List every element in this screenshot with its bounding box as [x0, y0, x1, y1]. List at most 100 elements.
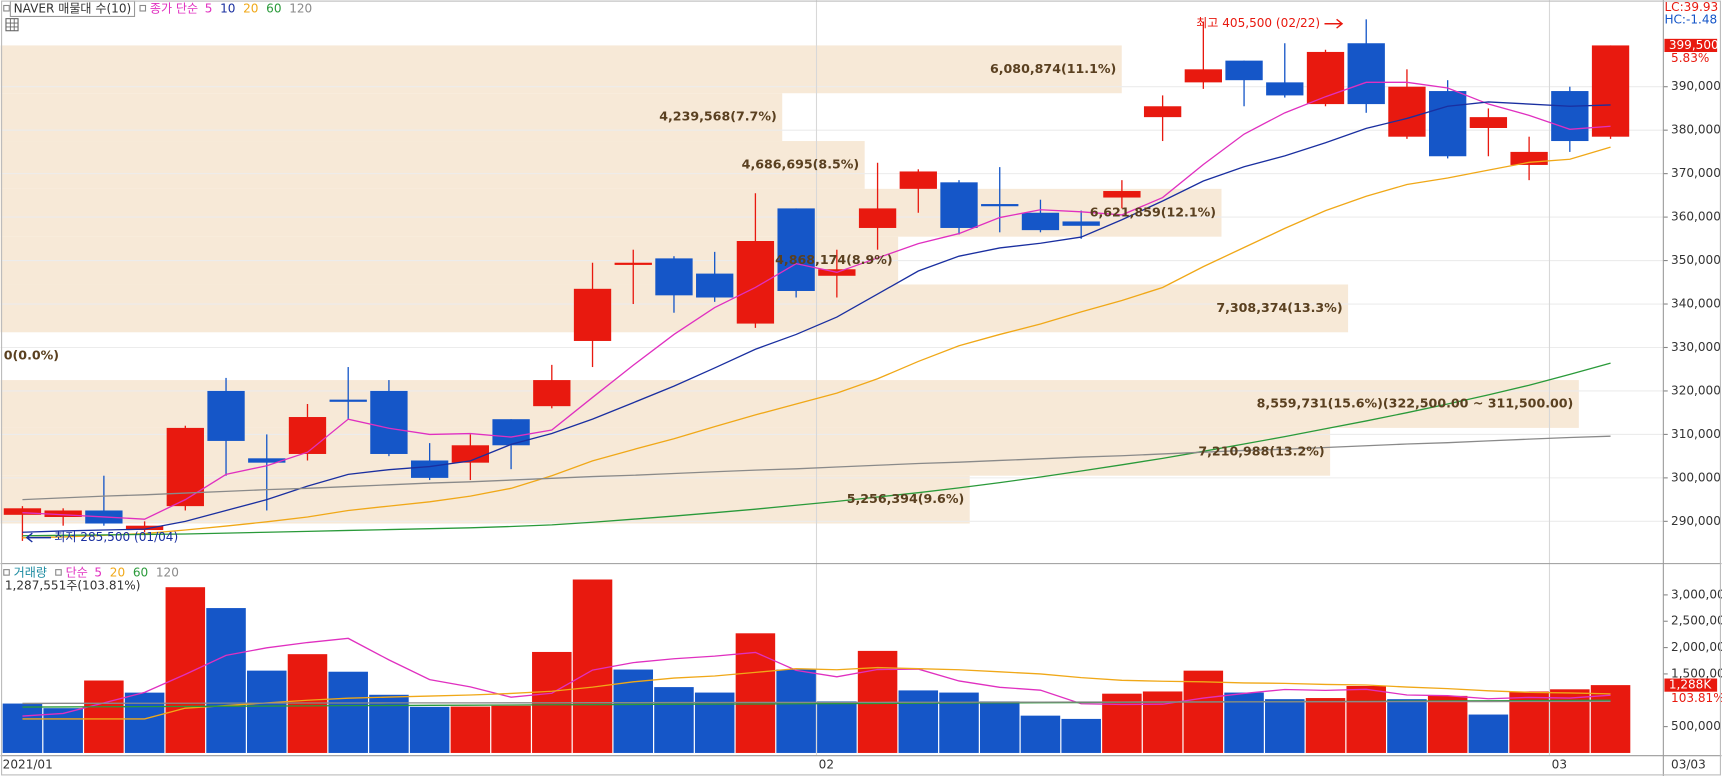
volume-bar — [1183, 670, 1224, 753]
candle-body — [451, 445, 490, 463]
legend-title: 거래량 — [14, 565, 47, 579]
profile-label: 6,080,874(11.1%) — [990, 61, 1116, 76]
volume-bar — [572, 579, 613, 753]
volume-bar — [1020, 715, 1061, 753]
candle-body — [1388, 86, 1426, 137]
y-tick-label: 290,000 — [1671, 514, 1721, 528]
profile-label: 7,308,374(13.3%) — [1216, 300, 1342, 315]
candle-body — [1306, 51, 1345, 105]
profile-label: 0(0.0%) — [4, 348, 59, 363]
candle-body — [207, 390, 245, 441]
profile-label: 4,686,695(8.5%) — [742, 156, 860, 171]
volume-bar — [1142, 691, 1183, 753]
table-icon-grid — [5, 18, 19, 31]
candle-body — [981, 204, 1019, 207]
volume-bar — [776, 669, 816, 753]
low-arrow — [25, 532, 51, 543]
candle-body — [899, 171, 937, 189]
candle-body — [44, 510, 82, 517]
profile-label: 4,239,568(7.7%) — [659, 109, 777, 124]
legend-icon — [139, 4, 147, 12]
volume-bar — [1265, 699, 1305, 753]
y-tick-label: 320,000 — [1671, 383, 1721, 397]
last-price-box — [1664, 38, 1718, 53]
candle-body — [940, 182, 978, 228]
y-tick-label: 500,000 — [1671, 719, 1721, 733]
volume-bar — [450, 706, 491, 753]
candle-body — [248, 458, 286, 463]
legend-entry: 60 — [266, 1, 281, 15]
volume-bar — [1061, 718, 1101, 753]
volume-bar — [409, 706, 450, 753]
y-tick-label: 330,000 — [1671, 340, 1721, 354]
volume-bar — [328, 671, 368, 753]
volume-bar — [979, 701, 1020, 753]
profile-label: 5,256,394(9.6%) — [847, 491, 965, 506]
profile-band — [0, 45, 1122, 94]
legend-title: NAVER 매물대 수(10) — [14, 1, 132, 15]
x-tick-label: 03 — [1552, 758, 1567, 772]
volume-bar — [1102, 693, 1142, 753]
ma-line — [22, 101, 1611, 533]
profile-label: 6,621,859(12.1%) — [1090, 204, 1216, 219]
profile-label: 8,559,731(15.6%)(322,500.00 ~ 311,500.00… — [1257, 395, 1574, 410]
y-tick-label: 340,000 — [1671, 297, 1721, 311]
volume-bar — [1224, 692, 1264, 753]
change-label: 5.83% — [1671, 51, 1709, 65]
candle-body — [3, 508, 42, 515]
candle-body — [410, 460, 449, 478]
legend-entry: 60 — [133, 565, 148, 579]
candle-body — [696, 273, 734, 298]
candle-body — [655, 258, 693, 296]
y-tick-label: 310,000 — [1671, 427, 1721, 441]
volume-info: 1,287,551주(103.81%) — [5, 579, 141, 593]
volume-bar — [165, 587, 206, 753]
candle-body — [288, 417, 327, 454]
y-tick-label: 1,500,000 — [1671, 666, 1722, 680]
volume-bar — [491, 705, 531, 753]
ma-line — [22, 146, 1611, 539]
volume-ratio: 103.81% — [1671, 691, 1722, 705]
legend-entry: 120 — [156, 565, 179, 579]
x-tick-label: 02 — [819, 758, 834, 772]
labels: 6,080,874(11.1%) 4,239,568(7.7%) 4,686,695… — [3, 0, 1722, 771]
candle-body — [1184, 69, 1222, 83]
volume-bar — [206, 608, 246, 753]
candle-body — [370, 390, 408, 454]
y-tick-label: 380,000 — [1671, 123, 1721, 137]
x-tick-label: 2021/01 — [3, 758, 53, 772]
candle-body — [614, 262, 652, 265]
profile-band — [0, 380, 1579, 428]
y-tick-label: 390,000 — [1671, 79, 1721, 93]
legend-entry: 10 — [220, 1, 235, 15]
profile-band — [0, 475, 970, 524]
volume-bar — [1387, 699, 1427, 753]
volume-bar — [1468, 714, 1509, 753]
candle-body — [573, 288, 612, 341]
y-tick-label: 2,500,000 — [1671, 614, 1722, 628]
candle-body — [1266, 82, 1304, 96]
high-annotation: 최고 405,500 (02/22) — [1196, 16, 1320, 30]
ma-line — [22, 700, 1611, 705]
legend-entry: 5 — [94, 565, 102, 579]
candle-body — [1143, 106, 1182, 118]
ma-line — [22, 362, 1611, 537]
legend-icon — [55, 569, 62, 576]
profile-band — [0, 141, 865, 189]
lc-label: LC:39.93 — [1664, 0, 1718, 14]
legend-entry: 20 — [243, 1, 258, 15]
last-volume: 1,288K — [1669, 678, 1713, 692]
volume-bar — [43, 708, 83, 753]
volume-bar — [124, 692, 165, 753]
candle-body — [1591, 45, 1630, 137]
candle-body — [125, 525, 164, 531]
legend-ma-label: 종가 단순 — [150, 1, 198, 15]
volume-bar — [369, 694, 409, 753]
profile-label: 7,210,988(13.2%) — [1198, 443, 1324, 458]
volume-bar — [898, 690, 939, 753]
candle-body — [1103, 191, 1141, 198]
candle-body — [1469, 117, 1508, 128]
